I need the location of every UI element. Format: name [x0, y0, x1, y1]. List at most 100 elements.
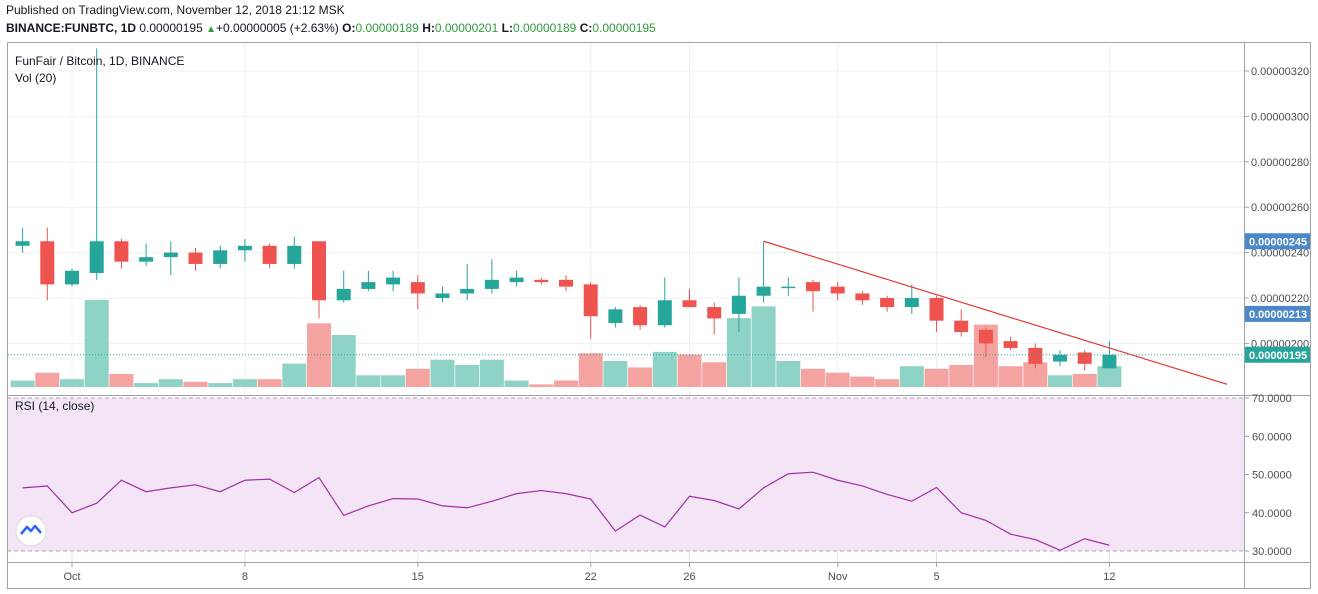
- volume-bar: [405, 368, 430, 387]
- rsi-tick-label: 30.0000: [1252, 546, 1292, 558]
- open-label: O:: [342, 21, 356, 35]
- candle-body: [929, 298, 944, 321]
- price-tick-label: 0.00000320: [1251, 66, 1309, 78]
- volume-bar: [751, 306, 776, 387]
- price-tick-label: 0.00000280: [1251, 157, 1309, 169]
- candle-body: [361, 282, 376, 289]
- price-tick-label: 0.00000220: [1251, 293, 1309, 305]
- high-label: H:: [422, 21, 435, 35]
- rsi-tick-label: 50.0000: [1252, 470, 1292, 482]
- rsi-band: [7, 398, 1244, 551]
- volume-bar: [677, 354, 702, 387]
- price-badge: [1245, 346, 1310, 363]
- volume-bar: [776, 361, 801, 387]
- candle-body: [559, 279, 573, 287]
- volume-bar: [1048, 375, 1072, 387]
- volume-bar: [924, 368, 949, 387]
- candle-body: [682, 300, 697, 308]
- candle-body: [386, 277, 401, 285]
- volume-label: Vol (20): [15, 71, 56, 85]
- rsi-tick-label: 40.0000: [1252, 508, 1292, 520]
- candle-body: [40, 241, 55, 285]
- high-value: 0.00000201: [434, 21, 499, 35]
- volume-bar: [430, 359, 455, 387]
- volume-bar: [529, 384, 554, 387]
- volume-bar: [35, 372, 60, 387]
- candle-body: [213, 250, 228, 264]
- time-tick-label: Oct: [63, 571, 80, 583]
- volume-bar: [825, 372, 850, 387]
- last-price: 0.00000195: [139, 21, 203, 35]
- price-badge: [1245, 305, 1310, 322]
- candle-body: [707, 307, 722, 319]
- volume-bar: [84, 299, 109, 387]
- candle-body: [756, 286, 771, 296]
- volume-bar: [183, 381, 208, 387]
- ohlc-legend: BINANCE:FUNBTC, 1D 0.00000195 ▲+0.000000…: [6, 21, 656, 35]
- volume-bar: [455, 364, 480, 387]
- time-tick-label: 5: [933, 571, 939, 583]
- volume-bar: [1097, 366, 1122, 387]
- candle-body: [262, 245, 277, 264]
- candle-body: [1003, 341, 1018, 348]
- candle-body: [806, 282, 820, 292]
- candle-body: [336, 288, 351, 301]
- price-badge: [1245, 233, 1310, 250]
- rsi-axis[interactable]: 70.0000 60.0000 50.0000 40.0000 30.0000: [1244, 393, 1292, 558]
- volume-bar: [628, 367, 653, 387]
- rsi-tick-label: 70.0000: [1252, 393, 1292, 405]
- time-axis[interactable]: Oct 8 15 22 26 Nov 5 12: [63, 563, 1116, 583]
- candle-body: [65, 270, 79, 285]
- published-note: Published on TradingView.com, November 1…: [6, 3, 345, 17]
- candle-body: [410, 282, 425, 294]
- time-tick-label: 26: [683, 571, 695, 583]
- candle-body: [978, 329, 993, 344]
- price-badge-label: 0.00000213: [1249, 309, 1307, 321]
- volume-bar: [208, 383, 233, 387]
- candle-body: [89, 241, 104, 274]
- volume-bar: [652, 351, 677, 387]
- tradingview-logo-icon: [15, 515, 47, 547]
- up-arrow-icon: ▲: [206, 24, 216, 35]
- symbol-label: BINANCE:FUNBTC, 1D: [6, 21, 136, 35]
- time-tick-label: 12: [1103, 571, 1115, 583]
- trendline[interactable]: [763, 240, 1228, 385]
- price-tick-label: 0.00000300: [1251, 111, 1309, 123]
- rsi-label: RSI (14, close): [15, 399, 94, 413]
- volume-bar: [850, 376, 875, 387]
- candle-body: [954, 320, 969, 333]
- candle-body: [287, 245, 302, 264]
- volume-bar: [282, 363, 307, 387]
- candle-body: [781, 286, 796, 289]
- volume-bar: [331, 335, 356, 387]
- price-tick-label: 0.00000240: [1251, 248, 1309, 260]
- price-tick-label: 0.00000260: [1251, 202, 1309, 214]
- time-tick-label: Nov: [828, 571, 848, 583]
- candlestick-series: [15, 48, 1117, 371]
- volume-bar: [875, 379, 900, 387]
- close-value: 0.00000195: [592, 21, 656, 35]
- candle-body: [188, 252, 203, 264]
- time-tick-label: 8: [242, 571, 248, 583]
- volume-bar: [158, 379, 183, 387]
- rsi-tick-label: 60.0000: [1252, 431, 1292, 443]
- price-badge-label: 0.00000195: [1249, 350, 1307, 362]
- change-value: +0.00000005 (+2.63%): [216, 21, 339, 35]
- volume-bar: [801, 368, 825, 387]
- candle-body: [1077, 352, 1092, 364]
- candle-body: [731, 295, 746, 314]
- volume-bar: [899, 366, 924, 387]
- panel-borders: [7, 42, 1311, 589]
- volume-bar: [134, 383, 159, 387]
- volume-bar: [702, 362, 727, 387]
- open-value: 0.00000189: [355, 21, 419, 35]
- price-badge-label: 0.00000245: [1249, 236, 1307, 248]
- rsi-line: [22, 471, 1110, 551]
- candle-body: [830, 286, 845, 294]
- price-badges: 0.00000245 0.00000213 0.00000195: [1245, 233, 1310, 363]
- close-label: C:: [579, 21, 593, 35]
- volume-bar: [10, 380, 35, 387]
- volume-bar: [949, 364, 974, 387]
- volume-bar: [257, 379, 282, 387]
